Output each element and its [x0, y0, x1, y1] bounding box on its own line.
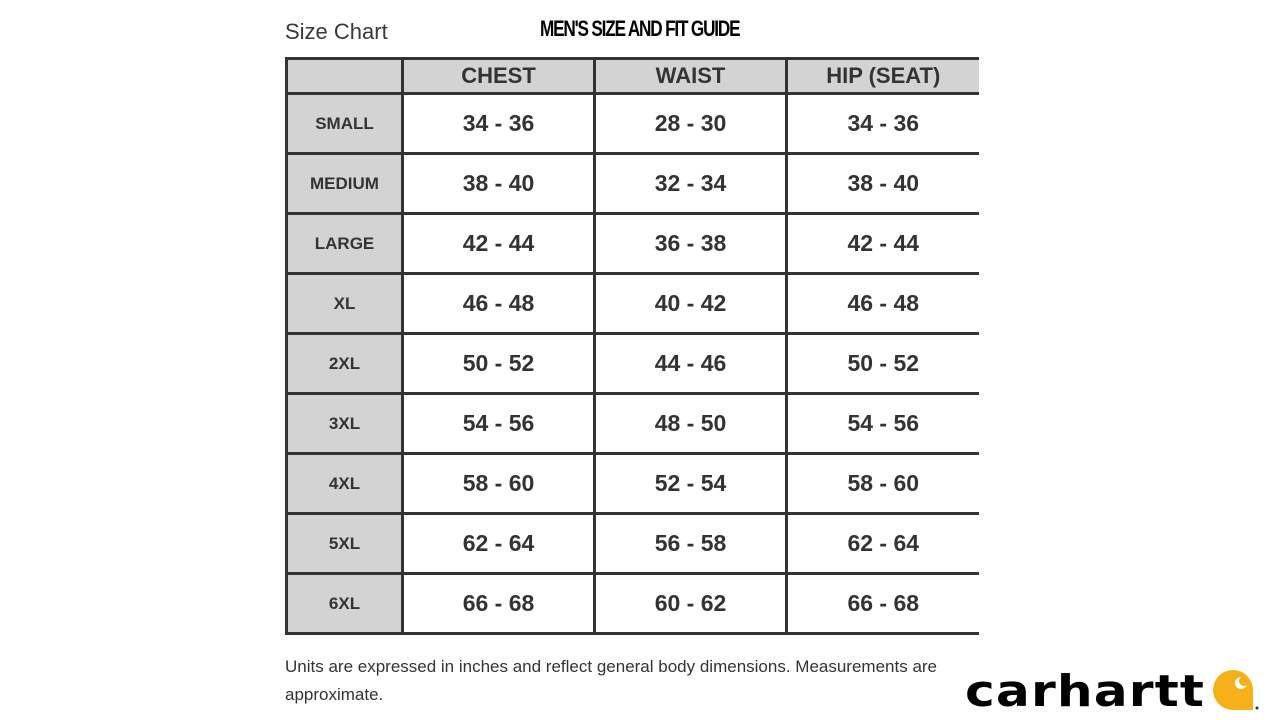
hip-cell: 46 - 48	[785, 272, 979, 335]
size-cell: 3XL	[285, 392, 404, 455]
size-cell: 5XL	[285, 512, 404, 575]
chest-cell: 42 - 44	[401, 212, 596, 275]
hip-cell: 54 - 56	[785, 392, 979, 455]
size-cell: MEDIUM	[285, 152, 404, 215]
guide-title: MEN'S SIZE AND FIT GUIDE	[540, 16, 741, 41]
chest-cell: 34 - 36	[401, 92, 596, 155]
hip-cell: 34 - 36	[785, 92, 979, 155]
page-title: Size Chart	[285, 19, 388, 44]
table-row: XL 46 - 48 40 - 42 46 - 48	[285, 272, 979, 335]
hip-cell: 66 - 68	[785, 572, 979, 635]
table-row: 5XL 62 - 64 56 - 58 62 - 64	[285, 512, 979, 575]
waist-cell: 52 - 54	[593, 452, 788, 515]
header-hip: HIP (SEAT)	[785, 57, 979, 95]
header-waist: WAIST	[593, 57, 788, 95]
table-row: 6XL 66 - 68 60 - 62 66 - 68	[285, 572, 979, 635]
chest-cell: 46 - 48	[401, 272, 596, 335]
chest-cell: 50 - 52	[401, 332, 596, 395]
svg-text:carhartt: carhartt	[965, 668, 1205, 712]
hip-cell: 62 - 64	[785, 512, 979, 575]
table-row: MEDIUM 38 - 40 32 - 34 38 - 40	[285, 152, 979, 215]
size-cell: SMALL	[285, 92, 404, 155]
hip-cell: 42 - 44	[785, 212, 979, 275]
carhartt-logo: carhartt	[965, 666, 1265, 717]
table-row: LARGE 42 - 44 36 - 38 42 - 44	[285, 212, 979, 275]
waist-cell: 60 - 62	[593, 572, 788, 635]
waist-cell: 40 - 42	[593, 272, 788, 335]
waist-cell: 32 - 34	[593, 152, 788, 215]
hip-cell: 38 - 40	[785, 152, 979, 215]
waist-cell: 36 - 38	[593, 212, 788, 275]
size-cell: 4XL	[285, 452, 404, 515]
size-chart-table: CHEST WAIST HIP (SEAT) SMALL 34 - 36 28 - …	[285, 57, 979, 635]
chest-cell: 58 - 60	[401, 452, 596, 515]
hip-cell: 58 - 60	[785, 452, 979, 515]
waist-cell: 44 - 46	[593, 332, 788, 395]
hip-cell: 50 - 52	[785, 332, 979, 395]
size-cell: 2XL	[285, 332, 404, 395]
chest-cell: 66 - 68	[401, 572, 596, 635]
waist-cell: 56 - 58	[593, 512, 788, 575]
waist-cell: 28 - 30	[593, 92, 788, 155]
table-row: 3XL 54 - 56 48 - 50 54 - 56	[285, 392, 979, 455]
size-cell: LARGE	[285, 212, 404, 275]
waist-cell: 48 - 50	[593, 392, 788, 455]
table-row: 4XL 58 - 60 52 - 54 58 - 60	[285, 452, 979, 515]
header-row: CHEST WAIST HIP (SEAT)	[285, 57, 979, 95]
chest-cell: 62 - 64	[401, 512, 596, 575]
chest-cell: 38 - 40	[401, 152, 596, 215]
size-cell: 6XL	[285, 572, 404, 635]
table-row: SMALL 34 - 36 28 - 30 34 - 36	[285, 92, 979, 155]
table-row: 2XL 50 - 52 44 - 46 50 - 52	[285, 332, 979, 395]
header-corner	[285, 57, 404, 95]
header-chest: CHEST	[401, 57, 596, 95]
chest-cell: 54 - 56	[401, 392, 596, 455]
units-note: Units are expressed in inches and reflec…	[285, 657, 938, 704]
size-cell: XL	[285, 272, 404, 335]
